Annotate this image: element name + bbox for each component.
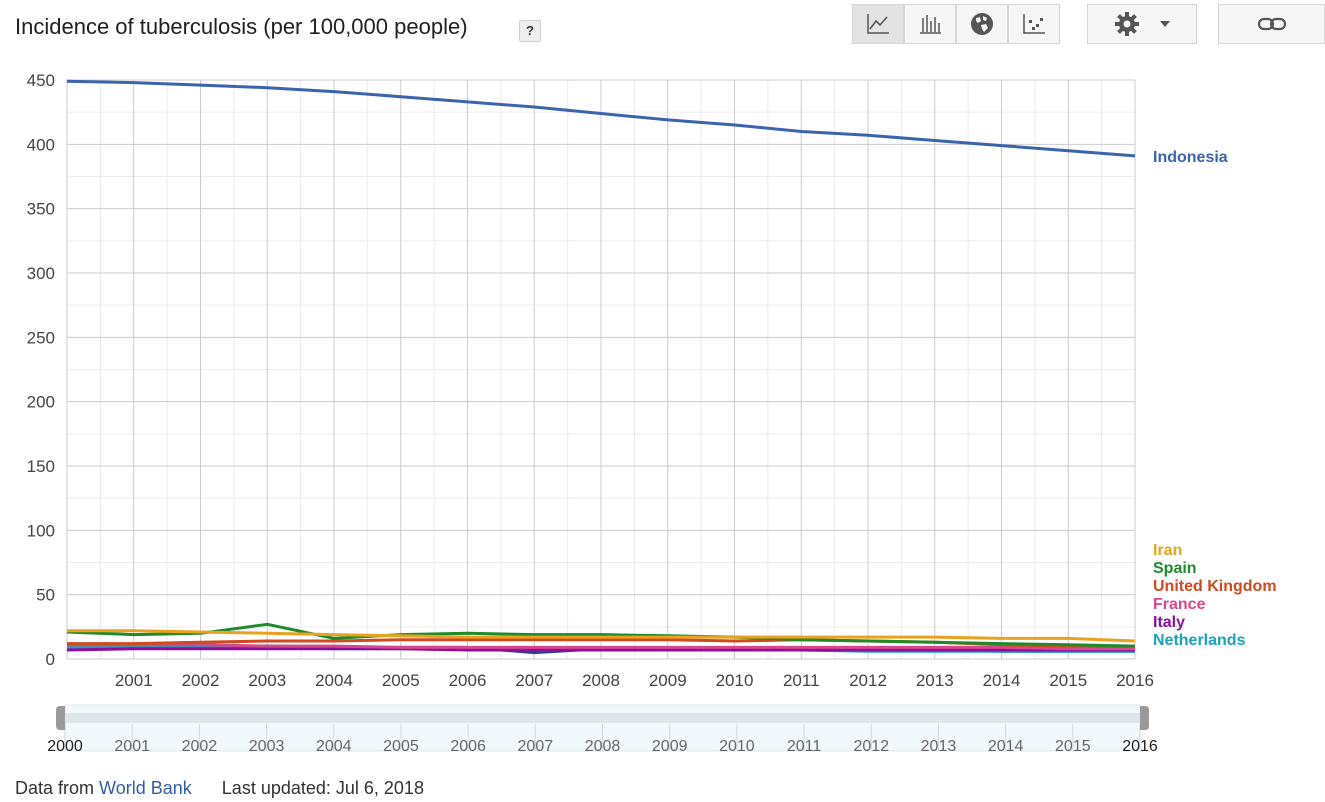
- x-tick-label: 2002: [182, 671, 220, 690]
- slider-label: 2007: [518, 738, 554, 755]
- scatter-button[interactable]: [1008, 4, 1060, 44]
- slider-label: 2005: [383, 738, 419, 755]
- y-tick-label: 150: [27, 457, 55, 476]
- slider-label: 2012: [853, 738, 889, 755]
- gear-icon: [1115, 12, 1139, 36]
- link-button[interactable]: [1218, 4, 1325, 44]
- line-chart-button[interactable]: [852, 4, 904, 44]
- chart-title: Incidence of tuberculosis (per 100,000 p…: [15, 14, 468, 39]
- line-chart: 0 50 100 150 200 250 300 350 400 450 2001 2002 2003…: [27, 71, 1277, 690]
- slider-label: 2014: [988, 738, 1024, 755]
- link-icon: [1257, 17, 1286, 31]
- y-tick-label: 400: [27, 135, 55, 154]
- legend-label-indonesia[interactable]: Indonesia: [1153, 149, 1228, 166]
- slider-label: 2004: [316, 738, 352, 755]
- series-line-france[interactable]: [67, 643, 1135, 651]
- bar-chart-icon: [920, 15, 941, 34]
- legend-label-france[interactable]: France: [1153, 596, 1206, 613]
- slider-label: 2003: [249, 738, 285, 755]
- x-tick-label: 2016: [1116, 671, 1154, 690]
- slider-label: 2010: [719, 738, 755, 755]
- x-tick-label: 2007: [515, 671, 553, 690]
- x-tick-label: 2004: [315, 671, 353, 690]
- x-tick-label: 2013: [916, 671, 954, 690]
- x-tick-label: 2009: [649, 671, 687, 690]
- slider-label: 2008: [585, 738, 621, 755]
- settings-button[interactable]: [1087, 4, 1197, 44]
- source-link[interactable]: World Bank: [99, 778, 192, 798]
- bar-chart-button[interactable]: [904, 4, 956, 44]
- help-button[interactable]: ?: [519, 20, 541, 42]
- x-tick-label: 2010: [716, 671, 754, 690]
- x-tick-label: 2012: [849, 671, 887, 690]
- legend-label-spain[interactable]: Spain: [1153, 560, 1197, 577]
- legend-label-iran[interactable]: Iran: [1153, 542, 1182, 559]
- x-tick-label: 2003: [248, 671, 286, 690]
- source-prefix: Data from: [15, 778, 95, 798]
- y-tick-label: 50: [36, 586, 55, 605]
- slider-track: [65, 713, 1140, 723]
- line-chart-icon: [867, 14, 889, 34]
- slider-label: 2000: [47, 738, 83, 755]
- range-slider[interactable]: 2000 2001 2002 2003 2004 2005 2006 2007 2008 2009…: [0, 700, 1325, 760]
- y-tick-label: 350: [27, 200, 55, 219]
- scatter-icon: [1023, 14, 1045, 34]
- y-tick-label: 250: [27, 328, 55, 347]
- x-tick-label: 2011: [783, 671, 820, 690]
- y-tick-label: 200: [27, 393, 55, 412]
- slider-label: 2009: [652, 738, 688, 755]
- slider-label: 2001: [114, 738, 150, 755]
- series-line-spain[interactable]: [66, 622, 1136, 648]
- map-button[interactable]: [956, 4, 1008, 44]
- x-tick-label: 2008: [582, 671, 620, 690]
- slider-label: 2011: [787, 738, 822, 755]
- x-tick-label: 2015: [1049, 671, 1087, 690]
- map-icon: [971, 13, 993, 35]
- y-tick-label: 0: [46, 650, 55, 669]
- x-tick-label: 2005: [382, 671, 420, 690]
- x-tick-label: 2001: [115, 671, 153, 690]
- x-tick-label: 2006: [449, 671, 487, 690]
- y-tick-label: 300: [27, 264, 55, 283]
- slider-label: 2016: [1122, 738, 1158, 755]
- caret-down-icon: [1160, 21, 1170, 27]
- slider-label: 2002: [182, 738, 218, 755]
- slider-start-handle[interactable]: [56, 706, 65, 730]
- slider-label: 2015: [1055, 738, 1091, 755]
- legend-label-netherlands[interactable]: Netherlands: [1153, 632, 1246, 649]
- last-updated: Last updated: Jul 6, 2018: [221, 778, 424, 798]
- series-line-iran[interactable]: [67, 629, 1136, 643]
- slider-end-handle[interactable]: [1140, 706, 1149, 730]
- legend-label-united-kingdom[interactable]: United Kingdom: [1153, 578, 1277, 595]
- series-line-italy[interactable]: [66, 647, 1135, 652]
- x-tick-label: 2014: [983, 671, 1021, 690]
- series-line-indonesia[interactable]: [66, 79, 1136, 158]
- slider-label: 2013: [921, 738, 957, 755]
- y-tick-label: 100: [27, 521, 55, 540]
- legend-label-italy[interactable]: Italy: [1153, 614, 1185, 631]
- y-tick-label: 450: [27, 71, 55, 90]
- slider-label: 2006: [450, 738, 486, 755]
- footer: Data from World Bank Last updated: Jul 6…: [15, 778, 424, 799]
